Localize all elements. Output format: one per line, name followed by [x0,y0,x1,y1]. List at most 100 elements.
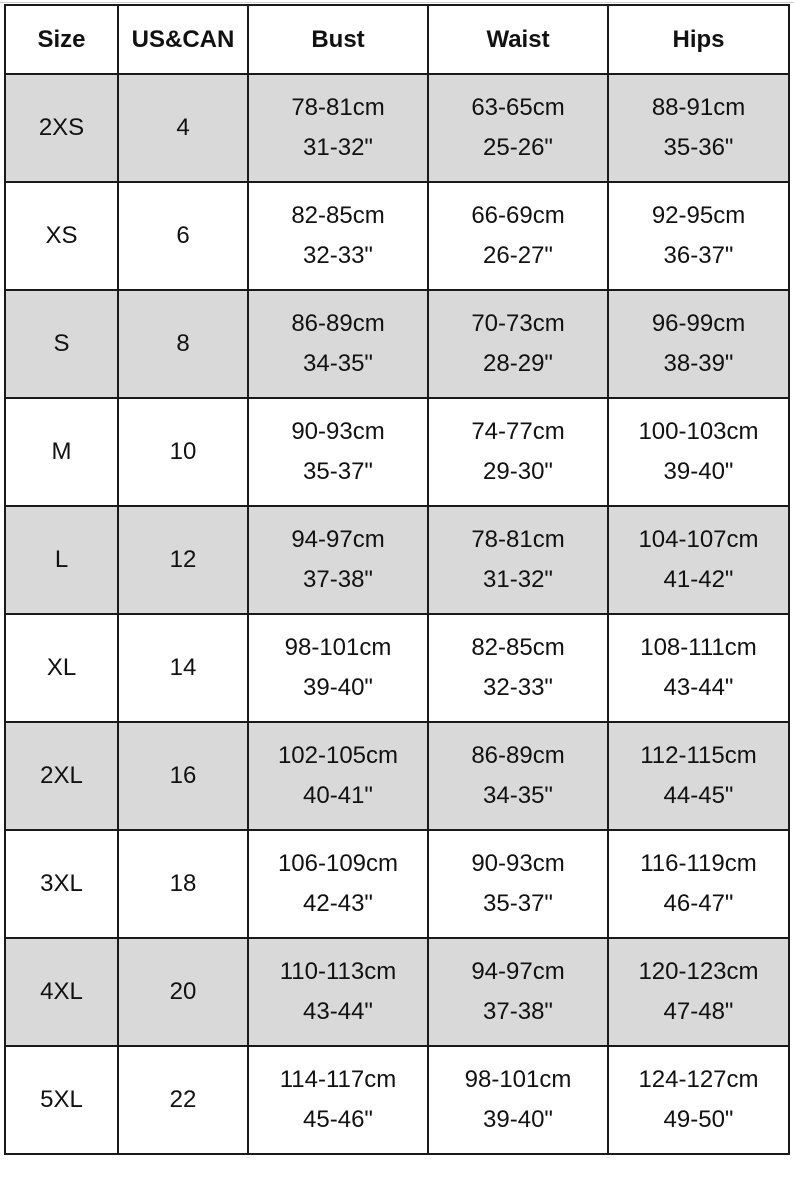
bust-cell: 110-113cm 43-44" [247,937,429,1047]
us-can-cell: 6 [117,181,249,291]
hips-cell: 108-111cm 43-44" [607,613,790,723]
waist-cm: 94-97cm [471,958,565,985]
hips-cm: 124-127cm [638,1066,759,1093]
hips-cell: 112-115cm 44-45" [607,721,790,831]
bust-cell: 106-109cm 42-43" [247,829,429,939]
bust-cm: 106-109cm [277,850,399,877]
waist-cm: 74-77cm [471,418,565,445]
hips-cell: 120-123cm 47-48" [607,937,790,1047]
bust-cell: 78-81cm 31-32" [247,73,429,183]
bust-cm: 94-97cm [291,526,385,553]
bust-inches: 37-38" [303,566,373,593]
us-can-cell: 16 [117,721,249,831]
waist-inches: 34-35" [483,782,553,809]
waist-cell: 98-101cm 39-40" [427,1045,609,1155]
waist-cm: 66-69cm [471,202,565,229]
table-row: XL 14 98-101cm 39-40" 82-85cm 32-33" 108-111cm… [4,613,790,723]
table-row: 4XL 20 110-113cm 43-44" 94-97cm 37-38" 120-123… [4,937,790,1047]
us-can-cell: 4 [117,73,249,183]
waist-cm: 82-85cm [471,634,565,661]
hips-inches: 35-36" [663,134,734,161]
bust-cell: 86-89cm 34-35" [247,289,429,399]
size-cell: XS [4,181,119,291]
hips-inches: 47-48" [663,998,734,1025]
size-cell: 4XL [4,937,119,1047]
us-can-cell: 10 [117,397,249,507]
waist-inches: 37-38" [483,998,553,1025]
hips-cm: 96-99cm [651,310,746,337]
hips-cell: 92-95cm 36-37" [607,181,790,291]
hips-inches: 36-37" [663,242,734,269]
waist-cell: 78-81cm 31-32" [427,505,609,615]
hips-inches: 41-42" [663,566,734,593]
hips-cell: 100-103cm 39-40" [607,397,790,507]
waist-cell: 94-97cm 37-38" [427,937,609,1047]
bust-cm: 102-105cm [277,742,399,769]
size-cell: 2XL [4,721,119,831]
waist-cm: 78-81cm [471,526,565,553]
hips-cell: 96-99cm 38-39" [607,289,790,399]
hips-cm: 112-115cm [640,742,757,769]
bust-inches: 42-43" [303,890,373,917]
header-bust: Bust [247,4,429,75]
waist-inches: 25-26" [483,134,553,161]
bust-inches: 45-46" [303,1106,373,1133]
hips-cm: 92-95cm [651,202,746,229]
bust-cm: 78-81cm [291,94,385,121]
table-row: XS 6 82-85cm 32-33" 66-69cm 26-27" 92-95cm 36-3… [4,181,790,291]
size-cell: 3XL [4,829,119,939]
hips-cm: 104-107cm [638,526,759,553]
bust-inches: 35-37" [303,458,373,485]
header-waist: Waist [427,4,609,75]
waist-inches: 35-37" [483,890,553,917]
bust-cm: 90-93cm [291,418,385,445]
hips-cm: 108-111cm [640,634,757,661]
header-hips: Hips [607,4,790,75]
hips-inches: 38-39" [663,350,734,377]
top-divider [0,2,794,3]
waist-cell: 63-65cm 25-26" [427,73,609,183]
waist-cell: 66-69cm 26-27" [427,181,609,291]
size-cell: L [4,505,119,615]
bust-cm: 114-117cm [279,1066,397,1093]
us-can-cell: 8 [117,289,249,399]
bust-cell: 94-97cm 37-38" [247,505,429,615]
hips-cm: 116-119cm [640,850,757,877]
hips-inches: 43-44" [663,674,734,701]
waist-cell: 82-85cm 32-33" [427,613,609,723]
bust-inches: 34-35" [303,350,373,377]
waist-inches: 29-30" [483,458,553,485]
waist-cell: 90-93cm 35-37" [427,829,609,939]
waist-cell: 70-73cm 28-29" [427,289,609,399]
bust-cm: 98-101cm [284,634,392,661]
bust-cm: 82-85cm [291,202,385,229]
bust-cm: 86-89cm [291,310,385,337]
table-row: 3XL 18 106-109cm 42-43" 90-93cm 35-37" 116-119… [4,829,790,939]
waist-cm: 63-65cm [471,94,565,121]
table-row: 2XL 16 102-105cm 40-41" 86-89cm 34-35" 112-115… [4,721,790,831]
bust-inches: 39-40" [303,674,373,701]
hips-cell: 88-91cm 35-36" [607,73,790,183]
hips-inches: 44-45" [663,782,734,809]
bust-cell: 102-105cm 40-41" [247,721,429,831]
size-cell: XL [4,613,119,723]
hips-inches: 46-47" [663,890,734,917]
header-size: Size [4,4,119,75]
waist-inches: 28-29" [483,350,553,377]
bust-cm: 110-113cm [279,958,397,985]
hips-cm: 100-103cm [638,418,759,445]
bust-cell: 90-93cm 35-37" [247,397,429,507]
table-row: S 8 86-89cm 34-35" 70-73cm 28-29" 96-99cm 38-39… [4,289,790,399]
hips-cell: 124-127cm 49-50" [607,1045,790,1155]
table-row: L 12 94-97cm 37-38" 78-81cm 31-32" 104-107cm 41… [4,505,790,615]
waist-inches: 32-33" [483,674,553,701]
table-row: 2XS 4 78-81cm 31-32" 63-65cm 25-26" 88-91cm 35-… [4,73,790,183]
bust-inches: 40-41" [303,782,373,809]
waist-cm: 86-89cm [471,742,565,769]
bust-cell: 114-117cm 45-46" [247,1045,429,1155]
waist-cell: 74-77cm 29-30" [427,397,609,507]
us-can-cell: 18 [117,829,249,939]
waist-inches: 26-27" [483,242,553,269]
size-cell: 5XL [4,1045,119,1155]
bust-inches: 31-32" [303,134,373,161]
